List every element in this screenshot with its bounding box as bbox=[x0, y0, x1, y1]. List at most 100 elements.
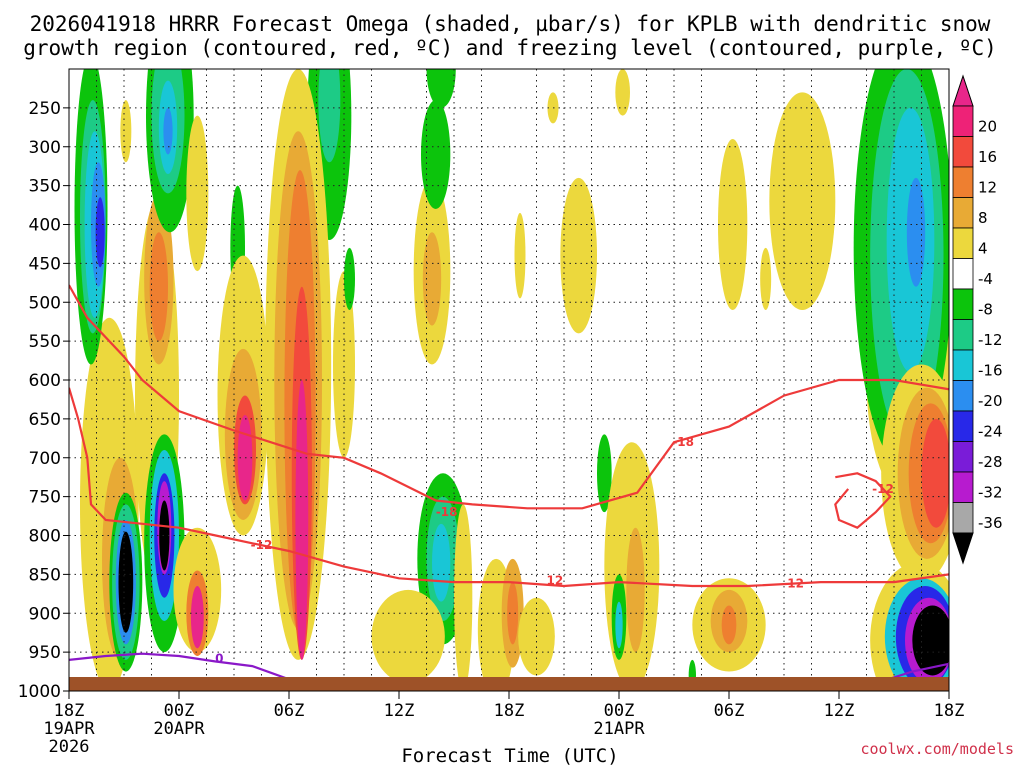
omega-blob-18 bbox=[163, 107, 173, 155]
omega-blob-70 bbox=[760, 247, 772, 311]
omega-blob-44 bbox=[421, 100, 451, 209]
colorbar-swatch-11 bbox=[952, 441, 974, 473]
colorbar-swatch-0 bbox=[952, 105, 974, 137]
x-tick-label-1-1: 20APR bbox=[153, 719, 205, 739]
y-tick-label-13: 900 bbox=[29, 604, 61, 624]
omega-blob-50 bbox=[454, 504, 473, 691]
omega-blob-10 bbox=[95, 197, 105, 268]
chart-title-line-2: growth region (contoured, red, ºC) and f… bbox=[23, 36, 997, 60]
omega-blob-79 bbox=[921, 418, 949, 528]
colorbar-label-5: -4 bbox=[978, 270, 993, 288]
omega-blob-66 bbox=[721, 605, 737, 645]
x-axis-label: Forecast Time (UTC) bbox=[401, 745, 618, 767]
omega-blob-56 bbox=[560, 177, 598, 334]
colorbar-label-1: 16 bbox=[978, 148, 997, 166]
y-tick-label-2: 350 bbox=[29, 177, 61, 197]
colorbar-swatch-10 bbox=[952, 410, 974, 442]
y-tick-label-7: 600 bbox=[29, 371, 61, 391]
colorbar: 20 16 12 8 4 -4 -8 -12 -16 -20 -24 -28 -32 -36 bbox=[952, 74, 1003, 565]
x-tick-label-3-0: 12Z bbox=[384, 701, 415, 721]
omega-blob-40 bbox=[333, 271, 355, 458]
colorbar-top-arrow bbox=[952, 74, 974, 107]
omega-blob-63 bbox=[615, 69, 631, 116]
omega-blob-43 bbox=[422, 232, 442, 326]
omega-blob-53 bbox=[507, 582, 519, 645]
colorbar-label-0: 20 bbox=[978, 117, 997, 135]
omega-blob-55 bbox=[514, 212, 526, 299]
omega-blob-61 bbox=[615, 601, 623, 649]
omega-blob-14 bbox=[149, 232, 168, 342]
freezing-contour-label-0-0: 0 bbox=[215, 651, 223, 665]
colorbar-label-10: -24 bbox=[978, 422, 1003, 440]
dgz-contour-label-0-0: -18 bbox=[436, 505, 458, 519]
omega-blob-5 bbox=[118, 531, 134, 633]
colorbar-swatch-9 bbox=[952, 380, 974, 412]
colorbar-swatch-12 bbox=[952, 471, 974, 503]
colorbar-label-13: -36 bbox=[978, 514, 1003, 532]
colorbar-label-3: 8 bbox=[978, 209, 988, 227]
omega-blob-49 bbox=[426, 69, 456, 108]
colorbar-label-4: 4 bbox=[978, 239, 988, 257]
dgz-contour-label-1-2: -12 bbox=[782, 577, 804, 591]
ground-bar bbox=[69, 677, 949, 691]
omega-blob-24 bbox=[186, 115, 209, 272]
omega-blob-47 bbox=[432, 523, 451, 602]
colorbar-label-11: -28 bbox=[978, 453, 1003, 471]
y-axis: 250 300 350 400 450 500 550 600 650 700 750 800 850 9… bbox=[18, 99, 69, 702]
x-tick-label-0-2: 2026 bbox=[49, 737, 90, 757]
x-tick-label-8-0: 18Z bbox=[934, 701, 965, 721]
credit-text: coolwx.com/models bbox=[860, 740, 1014, 758]
colorbar-label-6: -8 bbox=[978, 300, 993, 318]
omega-blob-11 bbox=[120, 100, 132, 163]
colorbar-swatch-5 bbox=[952, 258, 974, 290]
omega-blob-48 bbox=[371, 589, 445, 684]
omega-blob-68 bbox=[718, 138, 748, 311]
x-tick-label-0-1: 19APR bbox=[43, 719, 95, 739]
y-tick-label-8: 650 bbox=[29, 410, 61, 430]
y-tick-label-15: 1000 bbox=[18, 682, 61, 702]
x-tick-label-6-0: 06Z bbox=[714, 701, 745, 721]
colorbar-swatch-2 bbox=[952, 166, 974, 198]
y-tick-label-5: 500 bbox=[29, 293, 61, 313]
dgz-contour-line-1 bbox=[69, 387, 949, 588]
omega-blob-75 bbox=[906, 177, 926, 287]
omega-blob-57 bbox=[597, 434, 612, 513]
colorbar-swatch-7 bbox=[952, 319, 974, 351]
colorbar-label-2: 12 bbox=[978, 178, 997, 196]
colorbar-swatch-3 bbox=[952, 197, 974, 229]
omega-blob-23 bbox=[159, 500, 170, 571]
colorbar-swatch-1 bbox=[952, 136, 974, 168]
colorbar-label-8: -16 bbox=[978, 361, 1003, 379]
dgz-contour-label-1-0: -12 bbox=[251, 538, 273, 552]
y-tick-label-12: 850 bbox=[29, 565, 61, 585]
colorbar-label-7: -12 bbox=[978, 331, 1003, 349]
x-tick-label-0-0: 18Z bbox=[54, 701, 85, 721]
dgz-contour-line-2 bbox=[834, 472, 892, 529]
colorbar-swatch-6 bbox=[952, 288, 974, 320]
dgz-contour-label-2-0: -12 bbox=[872, 482, 894, 496]
colorbar-bottom-arrow bbox=[952, 532, 974, 565]
y-tick-label-10: 750 bbox=[29, 488, 61, 508]
y-tick-label-0: 250 bbox=[29, 99, 61, 119]
omega-blob-34 bbox=[318, 69, 341, 163]
chart-title-line-1: 2026041918 HRRR Forecast Omega (shaded, … bbox=[30, 12, 991, 36]
dgz-contour-label-1-1: 12 bbox=[546, 574, 563, 588]
x-tick-label-5-1: 21APR bbox=[593, 719, 645, 739]
dgz-contour-line-0 bbox=[69, 284, 949, 510]
dendritic-growth-contours: -18 -18 -12 12 -12 -12 bbox=[69, 284, 949, 591]
y-tick-label-6: 550 bbox=[29, 332, 61, 352]
x-tick-label-7-0: 12Z bbox=[824, 701, 855, 721]
x-tick-label-1-0: 00Z bbox=[164, 701, 195, 721]
omega-blob-69 bbox=[769, 92, 836, 311]
omega-blob-41 bbox=[344, 247, 355, 311]
y-tick-label-9: 700 bbox=[29, 449, 61, 469]
y-tick-label-11: 800 bbox=[29, 527, 61, 547]
omega-blob-27 bbox=[190, 586, 204, 649]
omega-blob-59 bbox=[626, 527, 645, 653]
gridlines bbox=[69, 69, 949, 692]
omega-blob-39 bbox=[295, 380, 309, 660]
x-tick-label-2-0: 06Z bbox=[274, 701, 305, 721]
x-tick-label-4-0: 18Z bbox=[494, 701, 525, 721]
